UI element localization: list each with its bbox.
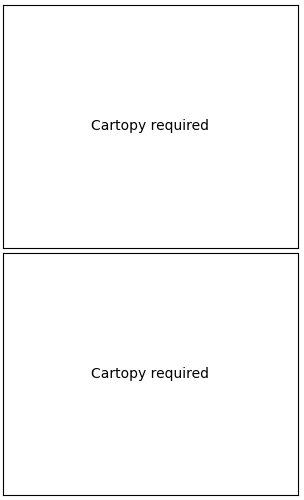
Text: Cartopy required: Cartopy required — [92, 367, 209, 381]
Text: Cartopy required: Cartopy required — [92, 119, 209, 133]
